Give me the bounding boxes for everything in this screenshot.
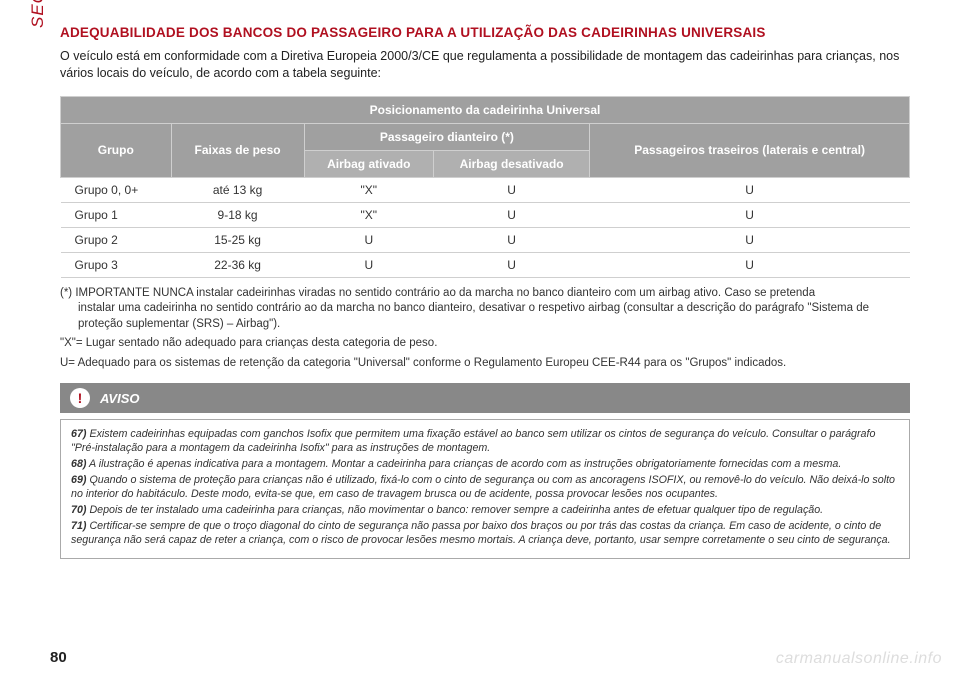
footnotes: (*) IMPORTANTE NUNCA instalar cadeirinha…: [60, 286, 910, 372]
cell-grupo: Grupo 2: [61, 227, 172, 252]
cell-peso: 15-25 kg: [171, 227, 304, 252]
col-dianteiro: Passageiro dianteiro (*): [304, 123, 590, 150]
warning-icon: !: [70, 388, 90, 408]
aviso-bar: ! AVISO: [60, 383, 910, 413]
watermark: carmanualsonline.info: [776, 650, 942, 668]
table-row: Grupo 1 9-18 kg "X" U U: [61, 202, 910, 227]
col-grupo: Grupo: [61, 123, 172, 177]
table-row: Grupo 3 22-36 kg U U U: [61, 252, 910, 277]
intro-text: O veículo está em conformidade com a Dir…: [60, 48, 910, 82]
page-number: 80: [50, 649, 67, 666]
cell-tras: U: [590, 227, 910, 252]
aviso-title: AVISO: [100, 391, 140, 406]
cell-grupo: Grupo 1: [61, 202, 172, 227]
aviso-item: 67) Existem cadeirinhas equipadas com ga…: [71, 428, 899, 456]
aviso-box: 67) Existem cadeirinhas equipadas com ga…: [60, 419, 910, 558]
cell-tras: U: [590, 202, 910, 227]
cell-desat: U: [434, 252, 590, 277]
aviso-item: 71) Certificar-se sempre de que o troço …: [71, 520, 899, 548]
page-heading: ADEQUABILIDADE DOS BANCOS DO PASSAGEIRO …: [60, 25, 910, 40]
cell-peso: 9-18 kg: [171, 202, 304, 227]
cell-ativ: U: [304, 252, 434, 277]
aviso-item: 70) Depois de ter instalado uma cadeirin…: [71, 504, 899, 518]
cell-ativ: "X": [304, 177, 434, 202]
footnote-star-a: (*) IMPORTANTE NUNCA instalar cadeirinha…: [60, 287, 815, 299]
col-traseiros: Passageiros traseiros (laterais e centra…: [590, 123, 910, 177]
table-row: Grupo 0, 0+ até 13 kg "X" U U: [61, 177, 910, 202]
aviso-item: 69) Quando o sistema de proteção para cr…: [71, 474, 899, 502]
cell-desat: U: [434, 227, 590, 252]
aviso-item: 68) A ilustração é apenas indicativa par…: [71, 458, 899, 472]
cell-desat: U: [434, 202, 590, 227]
compatibility-table: Posicionamento da cadeirinha Universal G…: [60, 96, 910, 278]
footnote-u: U= Adequado para os sistemas de retenção…: [60, 356, 910, 372]
section-tab: SEGURANÇA: [28, 0, 48, 28]
cell-ativ: U: [304, 227, 434, 252]
page-content: ADEQUABILIDADE DOS BANCOS DO PASSAGEIRO …: [0, 0, 960, 574]
col-faixas: Faixas de peso: [171, 123, 304, 177]
cell-tras: U: [590, 252, 910, 277]
table-row: Grupo 2 15-25 kg U U U: [61, 227, 910, 252]
footnote-star-b: instalar uma cadeirinha no sentido contr…: [60, 301, 910, 332]
cell-grupo: Grupo 0, 0+: [61, 177, 172, 202]
table-title: Posicionamento da cadeirinha Universal: [61, 96, 910, 123]
cell-tras: U: [590, 177, 910, 202]
cell-desat: U: [434, 177, 590, 202]
col-ativado: Airbag ativado: [304, 150, 434, 177]
cell-peso: até 13 kg: [171, 177, 304, 202]
cell-peso: 22-36 kg: [171, 252, 304, 277]
col-desativado: Airbag desativado: [434, 150, 590, 177]
cell-ativ: "X": [304, 202, 434, 227]
cell-grupo: Grupo 3: [61, 252, 172, 277]
footnote-x: "X"= Lugar sentado não adequado para cri…: [60, 336, 910, 352]
